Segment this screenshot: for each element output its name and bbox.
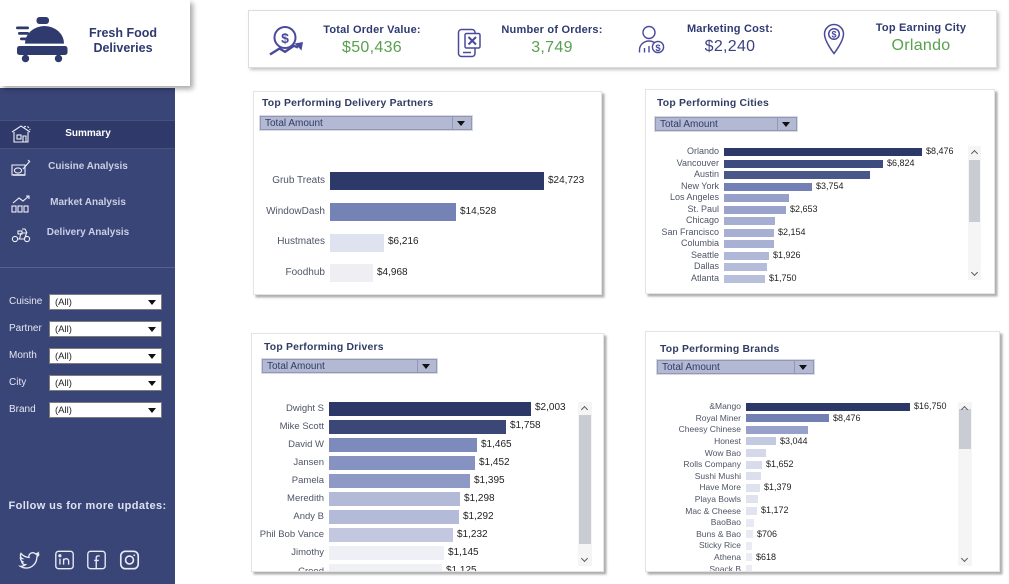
svg-text:$: $ — [281, 30, 289, 46]
svg-text:$: $ — [831, 30, 836, 40]
svg-text:$: $ — [655, 43, 661, 54]
